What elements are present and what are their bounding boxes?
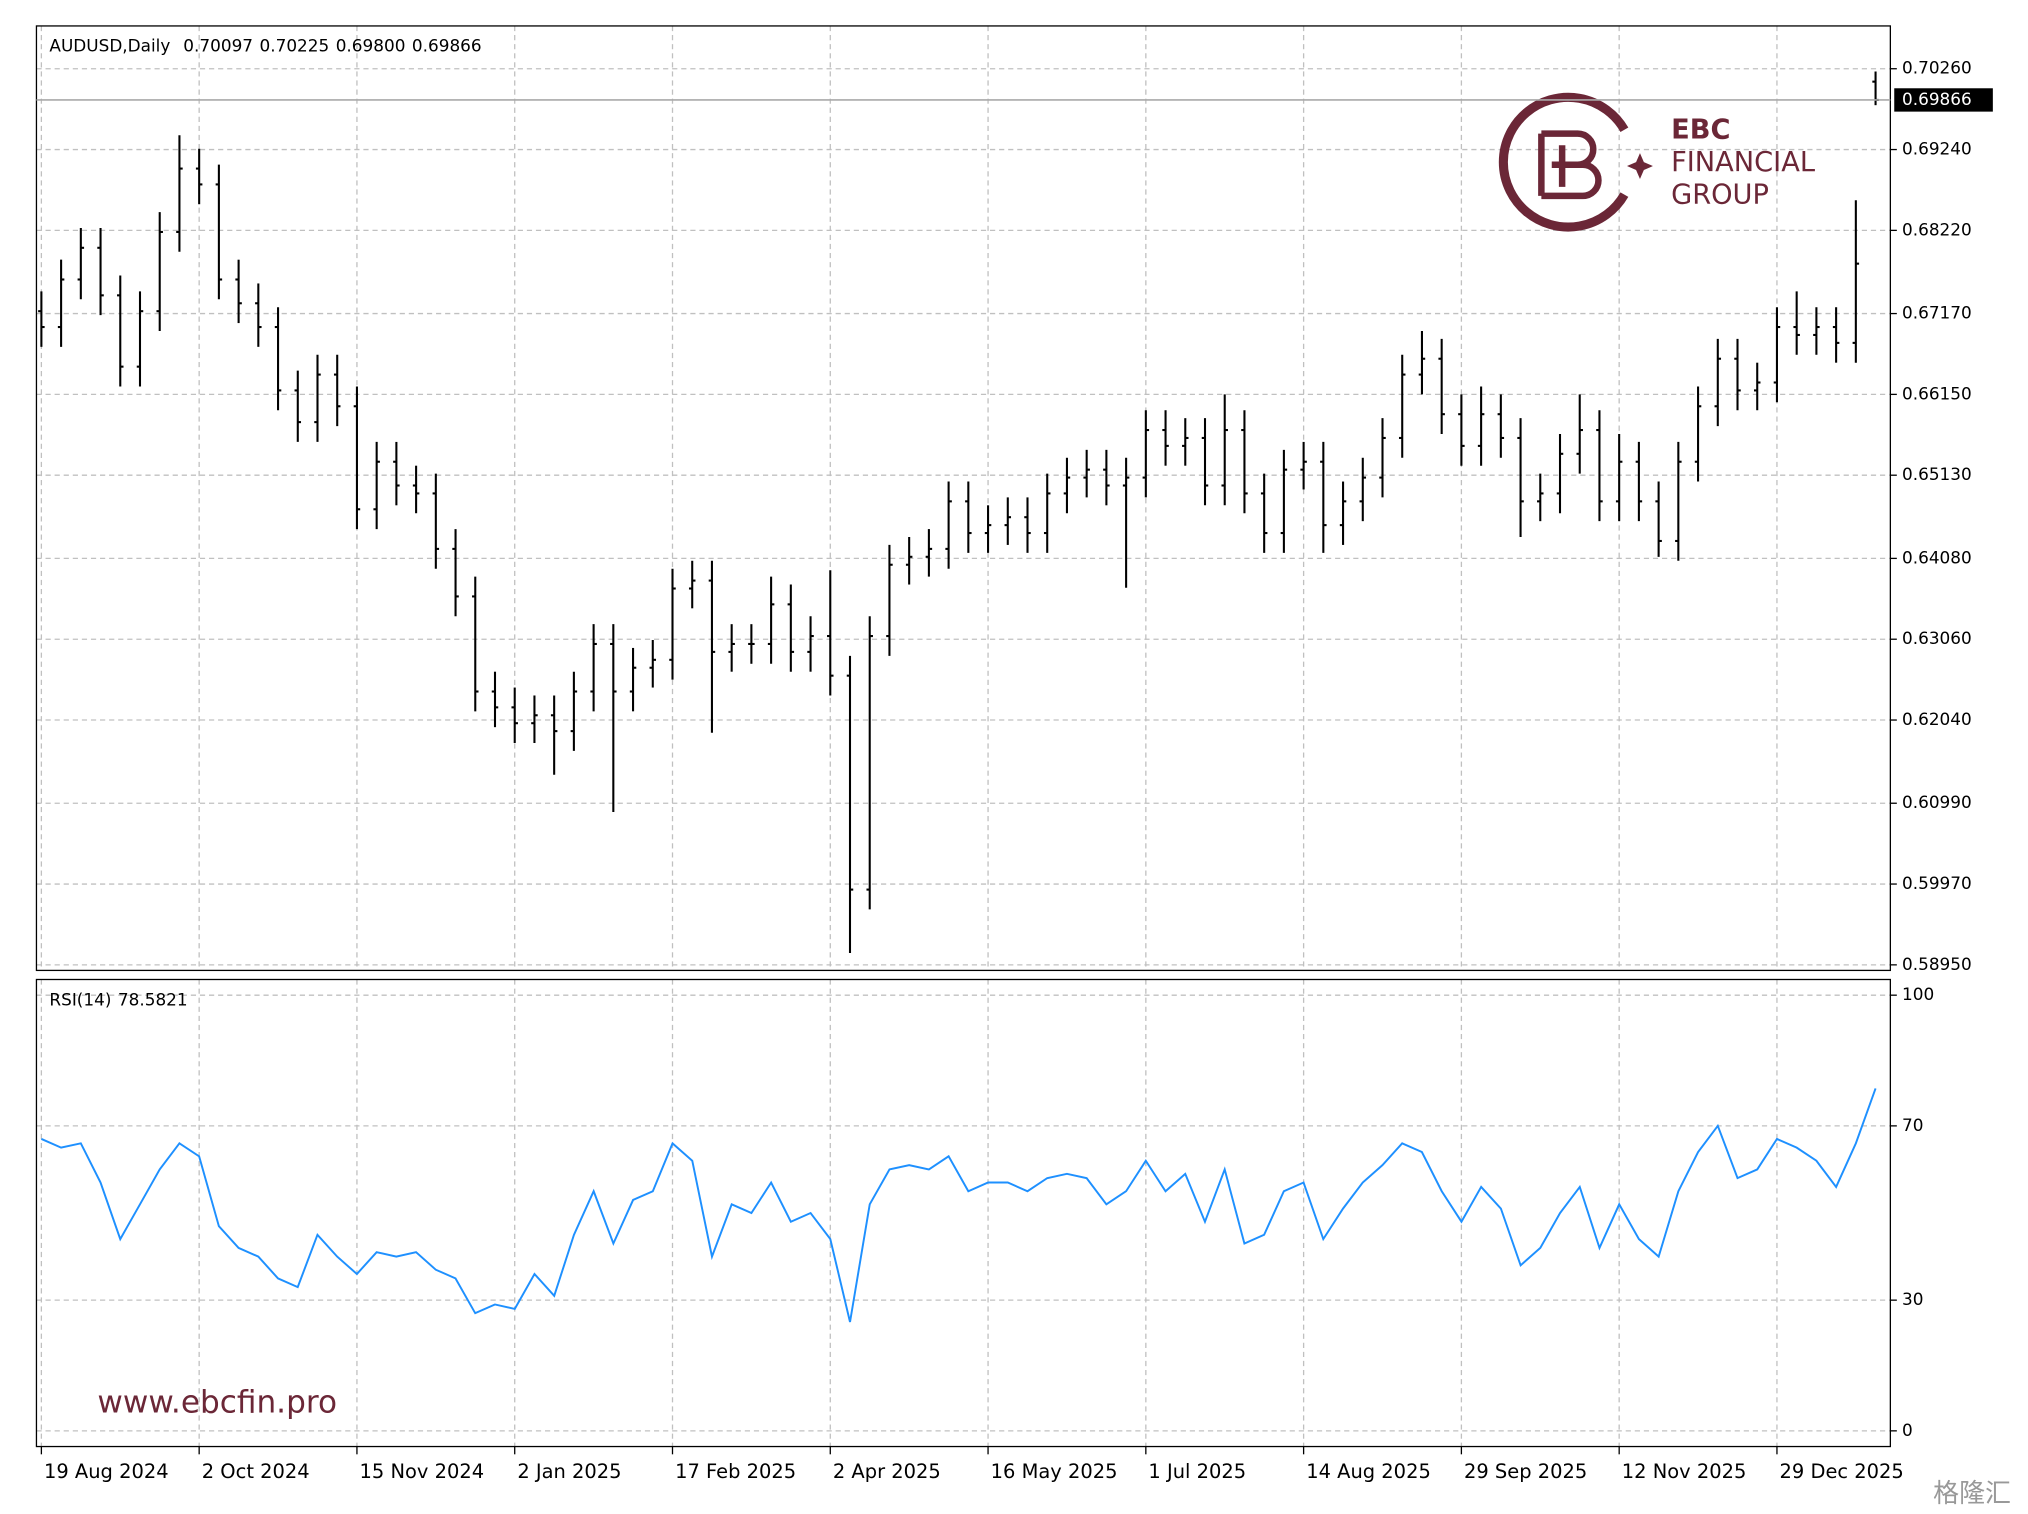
x-tick-label: 14 Aug 2025 xyxy=(1306,1460,1431,1483)
x-tick-label: 2 Apr 2025 xyxy=(833,1460,941,1483)
y-tick-label: 0.70260 xyxy=(1902,58,1972,78)
y-tick-label: 0 xyxy=(1902,1420,1913,1440)
current-price-label: 0.69866 xyxy=(1902,89,1972,109)
y-tick-label: 30 xyxy=(1902,1289,1923,1309)
indicator-name: RSI(14) xyxy=(49,989,111,1009)
rsi-pane xyxy=(35,978,1892,1448)
logo-text: EBC xyxy=(1671,115,1730,146)
price-pane xyxy=(35,25,1892,972)
x-tick-label: 16 May 2025 xyxy=(991,1460,1118,1483)
x-tick-label: 12 Nov 2025 xyxy=(1622,1460,1747,1483)
y-tick-label: 0.64080 xyxy=(1902,547,1972,567)
x-tick-label: 2 Jan 2025 xyxy=(517,1460,621,1483)
y-tick-label: 0.60990 xyxy=(1902,792,1972,812)
header-open: 0.70097 xyxy=(183,36,253,56)
y-tick-label: 0.69240 xyxy=(1902,139,1972,159)
x-tick-label: 1 Jul 2025 xyxy=(1148,1460,1246,1483)
x-tick-label: 29 Dec 2025 xyxy=(1780,1460,1904,1483)
y-tick-label: 0.68220 xyxy=(1902,219,1972,239)
logo-mark xyxy=(1538,130,1602,200)
y-tick-label: 0.65130 xyxy=(1902,464,1972,484)
y-tick-label: 0.66150 xyxy=(1902,383,1972,403)
website: www.ebcfin.pro xyxy=(97,1385,337,1421)
x-tick-label: 2 Oct 2024 xyxy=(202,1460,310,1483)
x-tick-label: 17 Feb 2025 xyxy=(675,1460,796,1483)
y-tick-label: 70 xyxy=(1902,1115,1923,1135)
logo-star xyxy=(1626,153,1653,180)
current-price-box xyxy=(1894,88,1993,112)
header-close: 0.69866 xyxy=(412,36,482,56)
y-tick-label: 0.67170 xyxy=(1902,303,1972,323)
logo-text: FINANCIAL xyxy=(1671,147,1816,178)
logo-text: GROUP xyxy=(1671,179,1769,210)
rsi-line xyxy=(40,1088,1877,1323)
indicator-header: RSI(14) 78.5821 xyxy=(49,989,187,1009)
y-tick-label: 0.59970 xyxy=(1902,873,1972,893)
watermark: 格隆汇 xyxy=(1933,1479,2011,1509)
chart-header: AUDUSD,Daily 0.70097 0.70225 0.69800 0.69866 xyxy=(49,36,481,56)
chart-title: AUDUSD,Daily xyxy=(49,36,170,56)
x-tick-label: 19 Aug 2024 xyxy=(44,1460,169,1483)
x-tick-label: 29 Sep 2025 xyxy=(1464,1460,1587,1483)
header-high: 0.70225 xyxy=(260,36,330,56)
header-low: 0.69800 xyxy=(336,36,406,56)
y-tick-label: 0.63060 xyxy=(1902,628,1972,648)
y-tick-label: 0.62040 xyxy=(1902,709,1972,729)
x-tick-label: 15 Nov 2024 xyxy=(360,1460,485,1483)
y-tick-label: 100 xyxy=(1902,984,1934,1004)
grid-layer xyxy=(36,25,1891,1447)
y-tick-label: 0.58950 xyxy=(1902,954,1972,974)
indicator-value: 78.5821 xyxy=(118,989,188,1009)
